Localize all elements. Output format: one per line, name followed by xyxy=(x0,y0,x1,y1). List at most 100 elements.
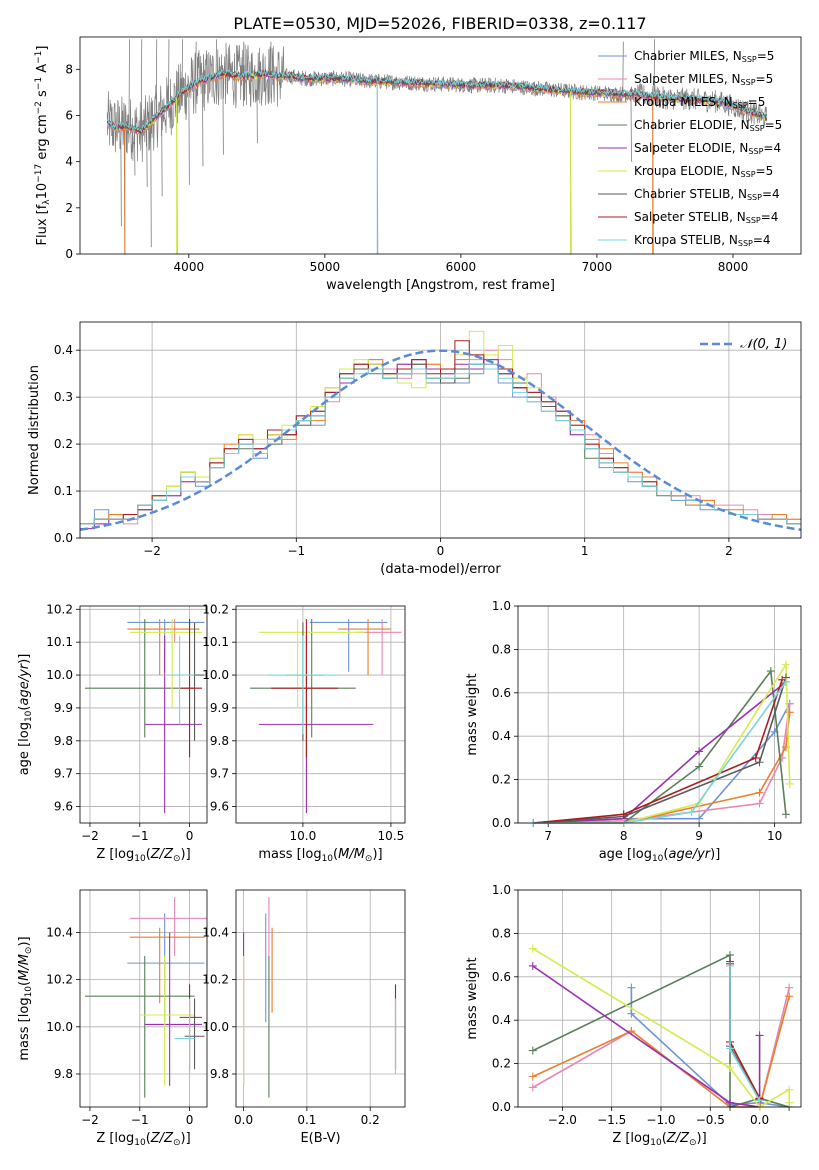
age_vs_mass-frame xyxy=(235,605,406,824)
x-axis-label-part: ⊙ xyxy=(365,854,373,864)
legend-label: Kroupa ELODIE, NSSP=5 xyxy=(634,164,773,179)
weight-marker-Kroupa_STELIB xyxy=(781,677,790,686)
figure-title: PLATE=0530, MJD=52026, FIBERID=0338, z=0… xyxy=(233,14,646,33)
x-axis-label-part: wavelength [Angstrom, rest frame] xyxy=(326,278,555,293)
x-tick-label: 0.0 xyxy=(234,1113,253,1127)
histogram-Kroupa_STELIB xyxy=(80,363,801,538)
y-tick-label: 9.6 xyxy=(54,800,73,814)
y-axis-label-part: A xyxy=(35,64,50,77)
weight-marker-Salpeter_STELIB xyxy=(619,810,628,819)
weight-marker-Chabrier_MILES xyxy=(627,983,636,992)
y-tick-label: 2 xyxy=(65,201,73,215)
residuals-frame xyxy=(79,321,802,539)
y-axis-label-part: −1 xyxy=(34,51,44,64)
x-tick-label: 8000 xyxy=(718,260,749,274)
legend-label-sub: SSP xyxy=(750,124,765,133)
x-axis-label: wavelength [Angstrom, rest frame] xyxy=(326,278,555,293)
weight-marker-Kroupa_ELODIE xyxy=(726,1063,735,1072)
weight-marker-Salpeter_STELIB xyxy=(751,753,760,762)
y-tick-label: 10.0 xyxy=(46,668,73,682)
x-tick-label: 0 xyxy=(186,829,194,843)
y-tick-label: 9.9 xyxy=(54,701,73,715)
y-tick-label: 10.1 xyxy=(202,635,229,649)
x-tick-label: −1 xyxy=(131,1113,149,1127)
y-axis-label-part: erg cm xyxy=(35,114,50,163)
x-axis-label: Z [log10(Z/Z⊙)] xyxy=(96,1131,190,1148)
legend-label: Salpeter ELODIE, NSSP=4 xyxy=(634,141,781,156)
y-axis-label-part: ( xyxy=(17,981,32,986)
legend-label-sub: SSP xyxy=(747,193,762,202)
y-axis-label-part: age [log xyxy=(17,722,32,775)
mass_vs_ebv-axes: 0.0 0.1 0.2 9.8 10.0 10.2 10.4 xyxy=(202,890,405,1127)
x-axis-label-part: mass [log xyxy=(258,847,321,862)
y-axis-label: age [log10(age/yr)] xyxy=(17,654,34,776)
x-axis-label-part: ⊙ xyxy=(173,854,181,864)
y-tick-label: 1.0 xyxy=(492,883,511,897)
x-tick-label: 8 xyxy=(620,829,628,843)
weight-line-Salpeter_STELIB xyxy=(533,679,783,824)
legend-label: Salpeter MILES, NSSP=5 xyxy=(634,72,773,87)
y-tick-label: 10.1 xyxy=(46,635,73,649)
y-axis-label-part: )] xyxy=(17,936,32,946)
y-tick-label: 9.7 xyxy=(54,767,73,781)
x-axis-label-part: age/yr xyxy=(668,847,711,862)
legend-label-part: =4 xyxy=(761,210,779,224)
spectrum-spike xyxy=(215,39,217,77)
x-tick-label: 0.0 xyxy=(750,1113,769,1127)
weight-line-Chabrier_ELODIE xyxy=(533,668,787,824)
weight-marker-Kroupa_ELODIE xyxy=(785,1098,794,1107)
legend-label: Kroupa MILES, NSSP=5 xyxy=(634,95,765,110)
weight_vs_age-frame xyxy=(517,605,802,824)
y-tick-label: 4 xyxy=(65,155,73,169)
weight-line-Chabrier_STELIB xyxy=(729,961,761,1101)
y-axis-label-part: Normed distribution xyxy=(27,365,42,495)
legend-label-part: Chabrier ELODIE, N xyxy=(634,118,750,132)
age_vs_Z-frame xyxy=(79,605,208,824)
spectrum-model-Kroupa_STELIB xyxy=(106,68,768,134)
legend-label-sub: SSP xyxy=(738,239,753,248)
legend-label-part: =5 xyxy=(757,49,775,63)
legend-label: Chabrier ELODIE, NSSP=5 xyxy=(634,118,782,133)
legend-label-part: =5 xyxy=(756,72,774,86)
legend-label-sub: SSP xyxy=(742,55,757,64)
y-axis-label-part: λ xyxy=(42,199,52,205)
y-axis-label-part: M/M xyxy=(17,954,32,981)
x-axis-label-part: Z [log xyxy=(96,847,134,862)
y-axis-label-part: s xyxy=(35,90,50,101)
spectrum-spike xyxy=(256,75,258,144)
weight-marker-Chabrier_STELIB xyxy=(755,758,764,767)
y-tick-label: 9.7 xyxy=(210,767,229,781)
y-tick-label: 1.0 xyxy=(492,599,511,613)
x-axis-label-part: 10 xyxy=(134,854,146,864)
x-tick-label: 9 xyxy=(695,829,703,843)
spectrum-spike xyxy=(202,80,204,167)
weight-marker-Chabrier_ELODIE xyxy=(766,667,775,676)
mass_vs_ebv-frame xyxy=(235,889,406,1108)
x-axis-label: Z [log10(Z/Z⊙)] xyxy=(612,1131,706,1148)
y-tick-label: 10.2 xyxy=(202,602,229,616)
legend-label-sub: SSP xyxy=(733,101,748,110)
x-tick-label: −1 xyxy=(131,829,149,843)
y-tick-label: 0.4 xyxy=(54,343,73,357)
y-axis-label-part: ⊙ xyxy=(24,947,34,955)
y-tick-label: 0.0 xyxy=(492,1100,511,1114)
x-tick-label: 1 xyxy=(581,544,589,558)
weight-marker-Kroupa_STELIB xyxy=(726,1044,735,1053)
y-tick-label: 0.3 xyxy=(54,390,73,404)
y-tick-label: 10.4 xyxy=(46,925,73,939)
spectrum-model-Salpeter_STELIB xyxy=(106,69,768,134)
x-axis-label-part: )] xyxy=(710,847,720,862)
weight-marker-Salpeter_ELODIE xyxy=(726,1098,735,1107)
x-axis-label-part: Z [log xyxy=(612,1131,650,1146)
legend-label-part: Chabrier STELIB, N xyxy=(634,187,747,201)
legend-label: Kroupa STELIB, NSSP=4 xyxy=(634,233,771,248)
spectrum-spike xyxy=(161,112,163,197)
x-axis-label-part: ( xyxy=(146,847,151,862)
x-axis-label-part: 10 xyxy=(650,1138,662,1148)
legend-gaussian-label: 𝒩(0, 1) xyxy=(740,337,787,352)
legend-label: Chabrier MILES, NSSP=5 xyxy=(634,49,774,64)
legend-label-part: =4 xyxy=(753,233,771,247)
weight-line-Kroupa_STELIB xyxy=(729,966,761,1101)
y-tick-label: 10.2 xyxy=(46,602,73,616)
weight-marker-Kroupa_MILES xyxy=(528,1072,537,1081)
